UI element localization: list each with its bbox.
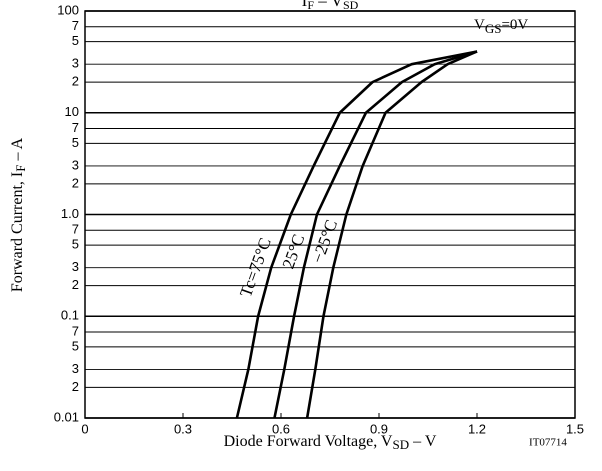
- label-part: – A: [9, 137, 26, 164]
- label-part: SD: [392, 437, 409, 452]
- y-tick-label: 10: [65, 104, 79, 119]
- y-tick-label: 2: [72, 379, 79, 394]
- title-part: SD: [343, 0, 359, 12]
- curve: [273, 50, 478, 419]
- y-tick-label: 5: [72, 338, 79, 353]
- label-part: – V: [409, 433, 437, 450]
- y-tick-label: 0.1: [61, 308, 79, 323]
- y-tick-label: 100: [57, 2, 79, 17]
- annotation-part: =0V: [501, 17, 528, 33]
- y-tick-label: 2: [72, 74, 79, 89]
- label-part: F: [13, 165, 28, 172]
- y-tick-label: 0.01: [54, 409, 79, 424]
- y-tick-label: 3: [72, 157, 79, 172]
- condition-annotation: VGS=0V: [474, 17, 528, 36]
- x-axis-label: Diode Forward Voltage, VSD – V: [224, 433, 437, 452]
- title-part: I: [302, 0, 308, 10]
- y-tick-label: 7: [72, 323, 79, 338]
- x-tick-label: 0.3: [174, 421, 192, 436]
- y-tick-label: 7: [72, 222, 79, 237]
- x-tick-label: 1.2: [468, 421, 486, 436]
- curve: [235, 50, 478, 419]
- x-tick-label: 1.5: [566, 421, 584, 436]
- label-part: Diode Forward Voltage, V: [224, 433, 393, 450]
- y-tick-label: 5: [72, 237, 79, 252]
- annotation-part: V: [474, 17, 485, 33]
- x-tick-label: 0.6: [272, 421, 290, 436]
- annotation-part: GS: [485, 21, 502, 36]
- curve: [305, 50, 478, 419]
- y-tick-label: 3: [72, 361, 79, 376]
- y-tick-label: 3: [72, 259, 79, 274]
- x-tick-label: 0: [81, 421, 88, 436]
- y-tick-label: 7: [72, 120, 79, 135]
- figure-code: IT07714: [529, 437, 567, 449]
- plot-frame: [84, 10, 576, 419]
- x-tick-label: 0.9: [370, 421, 388, 436]
- y-tick-label: 2: [72, 277, 79, 292]
- y-axis-label: Forward Current, IF – A: [9, 137, 28, 292]
- y-tick-label: 2: [72, 175, 79, 190]
- y-tick-label: 5: [72, 33, 79, 48]
- y-tick-label: 3: [72, 56, 79, 71]
- title-part: F: [307, 0, 314, 12]
- chart-title: IF – VSD: [302, 0, 359, 12]
- title-part: – V: [314, 0, 344, 10]
- y-tick-label: 1.0: [61, 206, 79, 221]
- y-tick-label: 7: [72, 18, 79, 33]
- y-tick-label: 5: [72, 135, 79, 150]
- label-part: Forward Current, I: [9, 172, 26, 292]
